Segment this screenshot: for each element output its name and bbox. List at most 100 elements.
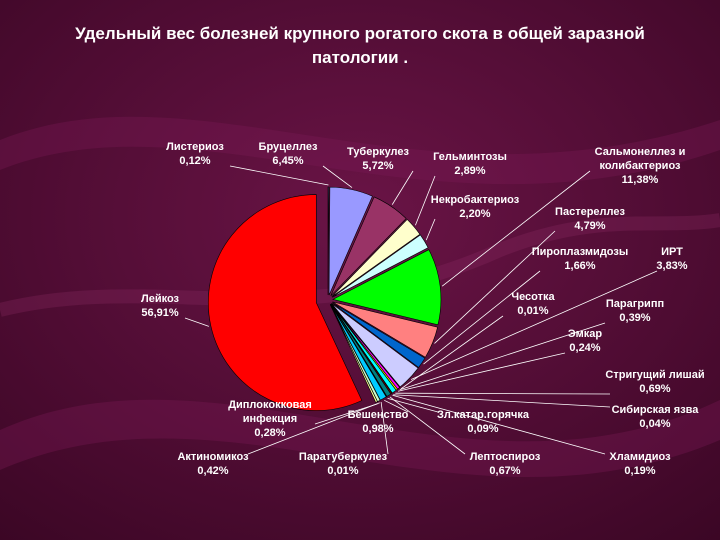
leader-line: [314, 403, 378, 425]
slice-label: Бешенство 0,98%: [338, 408, 418, 436]
chart-title: Удельный вес болезней крупного рогатого …: [75, 24, 645, 67]
label-name: Сальмонеллез и колибактериоз: [594, 146, 686, 172]
leader-line: [415, 175, 436, 226]
leader-line: [322, 165, 353, 188]
slice-label: Сальмонеллез и колибактериоз 11,38%: [580, 145, 700, 187]
slice-label: Лейкоз 56,91%: [125, 292, 195, 320]
slice-label: Листериоз 0,12%: [150, 140, 240, 168]
label-value: 0,42%: [197, 465, 229, 477]
leader-line: [247, 402, 380, 455]
label-name: Зл.катар.горячка: [437, 409, 529, 421]
label-value: 0,19%: [624, 465, 656, 477]
leader-line: [397, 352, 566, 392]
leader-line: [387, 397, 439, 413]
pie-slice: [331, 218, 421, 297]
label-value: 5,72%: [362, 160, 394, 172]
pie-slice: [327, 186, 330, 296]
slice-label: Пастереллез 4,79%: [545, 205, 635, 233]
slice-label: ИРТ 3,83%: [647, 245, 697, 273]
label-name: Лейкоз: [140, 293, 179, 305]
label-name: Стригущий лишай: [605, 369, 705, 381]
label-name: Бешенство: [347, 409, 409, 421]
leader-line: [395, 392, 611, 395]
label-name: Некробактериоз: [430, 194, 520, 206]
label-name: Пастереллез: [555, 206, 625, 218]
slice-label: Парагрипп 0,39%: [595, 297, 675, 325]
label-value: 2,89%: [454, 165, 486, 177]
label-name: Пироплазмидозы: [531, 246, 629, 258]
leader-line: [434, 230, 556, 344]
label-value: 0,01%: [517, 305, 549, 317]
label-value: 0,12%: [179, 155, 211, 167]
leader-line: [399, 322, 606, 391]
slice-label: Гельминтозы 2,89%: [425, 150, 515, 178]
label-name: Паратуберкулез: [298, 451, 388, 463]
pie-slice: [208, 194, 363, 411]
label-value: 0,01%: [327, 465, 359, 477]
leader-line: [380, 401, 389, 455]
label-value: 1,66%: [564, 260, 596, 272]
label-name: Лептоспироз: [469, 451, 541, 463]
label-value: 0,67%: [489, 465, 521, 477]
label-value: 0,69%: [639, 383, 671, 395]
label-value: 0,28%: [254, 427, 286, 439]
label-name: Гельминтозы: [433, 151, 507, 163]
label-name: Эмкар: [567, 328, 603, 340]
label-name: Парагрипп: [605, 298, 665, 310]
leader-line: [229, 165, 329, 186]
leader-line: [389, 396, 466, 455]
label-value: 0,98%: [362, 423, 394, 435]
pie-slice: [330, 196, 407, 297]
label-value: 2,20%: [459, 208, 491, 220]
slice-label: Бруцеллез 6,45%: [243, 140, 333, 168]
label-value: 6,45%: [272, 155, 304, 167]
leader-line: [393, 394, 611, 408]
leader-line: [384, 399, 409, 413]
label-value: 0,39%: [619, 312, 651, 324]
slice-label: Сибирская язва 0,04%: [600, 403, 710, 431]
label-value: 56,91%: [141, 307, 179, 319]
slice-label: Стригущий лишай 0,69%: [600, 368, 710, 396]
pie: [184, 165, 658, 455]
label-value: 0,04%: [639, 418, 671, 430]
slice-label: Чесотка 0,01%: [493, 290, 573, 318]
pie-slice: [328, 186, 373, 296]
slice-label: Хламидиоз 0,19%: [595, 450, 685, 478]
label-name: Актиномикоз: [177, 451, 249, 463]
leader-line: [392, 394, 606, 455]
label-name: ИРТ: [661, 246, 683, 258]
label-name: Диплококковая инфекция: [228, 399, 312, 425]
pie-slice: [329, 304, 378, 403]
label-value: 4,79%: [574, 220, 606, 232]
slice-label: Лептоспироз 0,67%: [455, 450, 555, 478]
slice-label: Туберкулез 5,72%: [333, 145, 423, 173]
pie-slice: [332, 301, 438, 358]
pie-slice: [331, 302, 426, 368]
leader-line: [410, 270, 658, 380]
leader-line: [441, 170, 591, 287]
label-value: 11,38%: [621, 174, 659, 186]
decor: [0, 399, 720, 478]
slice-label: Пироплазмидозы 1,66%: [530, 245, 630, 273]
label-name: Хламидиоз: [609, 451, 671, 463]
pie-slice: [332, 234, 429, 298]
slice-label: Некробактериоз 2,20%: [425, 193, 525, 221]
label-value: 0,24%: [569, 342, 601, 354]
slice-label: Актиномикоз 0,42%: [168, 450, 258, 478]
label-name: Туберкулез: [347, 146, 409, 158]
pie-slice: [331, 303, 419, 388]
leader-line: [400, 315, 504, 390]
leader-line: [423, 270, 541, 365]
label-name: Сибирская язва: [611, 404, 699, 416]
slice-label: Диплококковая инфекция 0,28%: [215, 398, 325, 440]
leader-line: [184, 317, 210, 327]
label-value: 0,09%: [467, 423, 499, 435]
pie-slice: [332, 249, 442, 326]
leader-line: [425, 218, 436, 241]
leader-line: [391, 170, 414, 205]
label-value: 3,83%: [656, 260, 688, 272]
decor: [0, 116, 720, 185]
label-name: Чесотка: [511, 291, 555, 303]
